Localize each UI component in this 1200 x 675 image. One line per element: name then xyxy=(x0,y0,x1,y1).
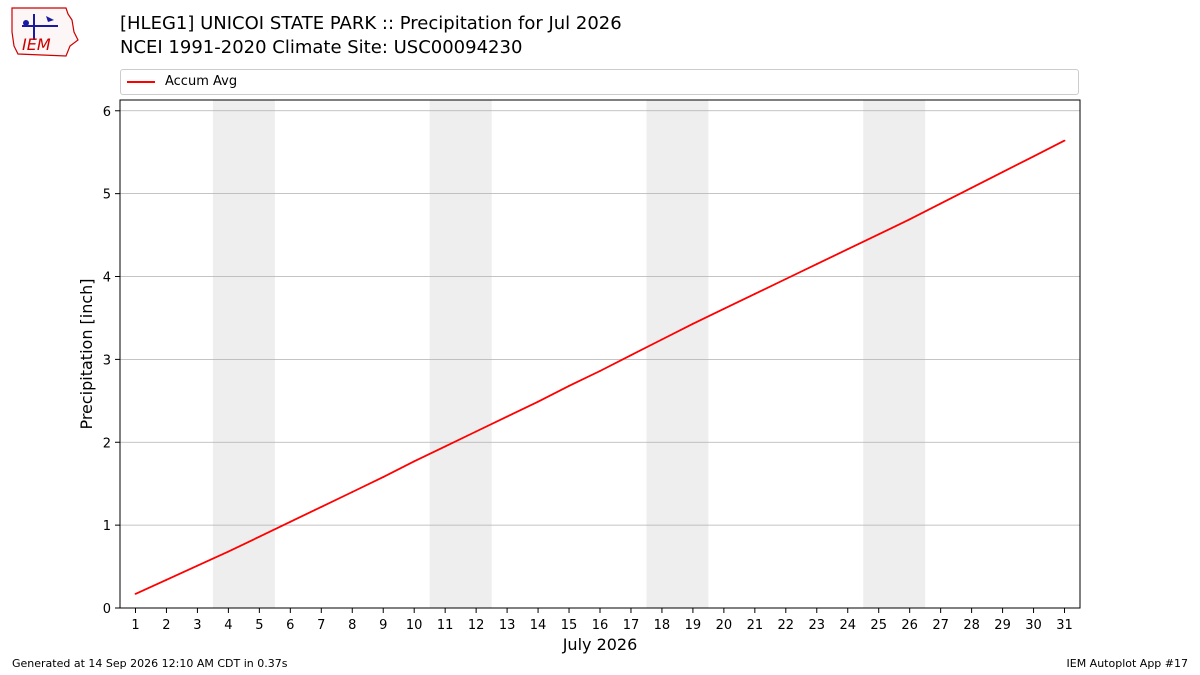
data-point xyxy=(413,460,416,463)
x-tick-label: 11 xyxy=(437,618,454,633)
legend-swatch xyxy=(127,81,155,83)
x-axis-label: July 2026 xyxy=(562,635,638,654)
data-point xyxy=(753,293,756,295)
x-tick-label: 8 xyxy=(348,618,356,633)
x-tick-label: 15 xyxy=(561,618,578,633)
logo-text: IEM xyxy=(22,35,51,54)
x-tick-label: 23 xyxy=(809,618,826,633)
data-point xyxy=(939,202,942,205)
data-point xyxy=(568,385,570,387)
x-tick-label: 29 xyxy=(994,618,1011,633)
x-tick-label: 9 xyxy=(379,618,387,633)
y-tick-label: 1 xyxy=(103,519,111,534)
x-tick-label: 30 xyxy=(1025,618,1042,633)
x-tick-label: 10 xyxy=(406,618,423,633)
data-point xyxy=(815,263,818,265)
data-point xyxy=(382,476,385,478)
y-tick-label: 0 xyxy=(103,602,111,617)
weekend-shade xyxy=(863,100,926,608)
data-point xyxy=(258,535,261,538)
x-tick-label: 17 xyxy=(623,618,640,633)
x-tick-label: 13 xyxy=(499,618,516,633)
plot-frame xyxy=(119,99,1081,609)
data-point xyxy=(227,550,230,553)
weekend-shade xyxy=(212,100,275,608)
x-tick-label: 26 xyxy=(901,618,918,633)
data-point xyxy=(1063,139,1066,142)
x-tick-label: 22 xyxy=(778,618,795,633)
autoplot-app-label: IEM Autoplot App #17 xyxy=(1066,657,1189,670)
data-point xyxy=(908,218,911,221)
data-point xyxy=(722,307,725,310)
x-tick-label: 18 xyxy=(654,618,671,633)
y-tick-label: 5 xyxy=(103,188,111,203)
x-tick-label: 5 xyxy=(255,618,263,633)
x-tick-label: 31 xyxy=(1056,618,1073,633)
y-tick-label: 2 xyxy=(103,436,111,451)
x-tick-label: 4 xyxy=(224,618,232,633)
data-point xyxy=(289,520,292,523)
data-point xyxy=(692,322,694,325)
generated-timestamp: Generated at 14 Sep 2026 12:10 AM CDT in… xyxy=(12,657,288,670)
chart-title: [HLEG1] UNICOI STATE PARK :: Precipitati… xyxy=(120,12,622,60)
data-point xyxy=(630,354,632,357)
data-point xyxy=(661,338,663,341)
weekend-shade xyxy=(646,100,709,608)
data-point xyxy=(475,430,478,433)
legend: Accum Avg xyxy=(120,69,1079,95)
x-tick-label: 28 xyxy=(963,618,980,633)
data-point xyxy=(320,505,323,508)
x-tick-label: 1 xyxy=(131,618,139,633)
y-tick-label: 6 xyxy=(103,105,111,120)
x-tick-label: 25 xyxy=(870,618,887,633)
x-tick-label: 2 xyxy=(162,618,170,633)
data-point xyxy=(1001,171,1004,173)
y-axis-label: Precipitation [inch] xyxy=(77,278,96,429)
data-point xyxy=(599,370,601,372)
data-point xyxy=(444,445,447,448)
weekend-shade xyxy=(429,100,492,608)
legend-label: Accum Avg xyxy=(165,74,238,89)
x-tick-label: 21 xyxy=(747,618,764,633)
data-point xyxy=(165,578,168,581)
title-line-1: [HLEG1] UNICOI STATE PARK :: Precipitati… xyxy=(120,13,622,34)
data-point xyxy=(196,564,199,567)
data-point xyxy=(970,186,973,189)
data-point xyxy=(351,491,354,493)
data-point xyxy=(537,400,539,403)
y-tick-label: 3 xyxy=(103,353,111,368)
x-tick-label: 6 xyxy=(286,618,294,633)
x-tick-label: 20 xyxy=(716,618,733,633)
data-point xyxy=(877,233,880,236)
data-point xyxy=(846,248,849,251)
x-tick-label: 14 xyxy=(530,618,547,633)
x-tick-label: 7 xyxy=(317,618,325,633)
x-tick-label: 12 xyxy=(468,618,485,633)
data-point xyxy=(784,278,787,280)
data-point xyxy=(134,593,137,595)
y-tick-label: 4 xyxy=(103,271,111,286)
x-tick-label: 19 xyxy=(685,618,702,633)
title-line-2: NCEI 1991-2020 Climate Site: USC00094230 xyxy=(120,37,523,58)
x-tick-label: 3 xyxy=(193,618,201,633)
x-tick-label: 24 xyxy=(839,618,856,633)
data-point xyxy=(506,415,508,418)
x-tick-label: 27 xyxy=(932,618,949,633)
iem-logo-icon: IEM xyxy=(11,7,79,57)
data-point xyxy=(1032,155,1035,158)
x-tick-label: 16 xyxy=(592,618,609,633)
